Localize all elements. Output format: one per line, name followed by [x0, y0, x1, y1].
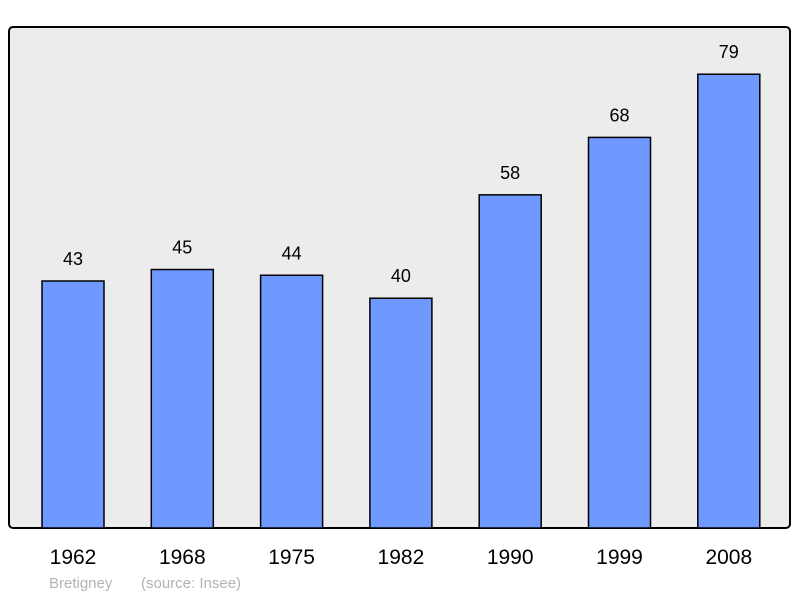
x-tick-label: 2008: [705, 546, 752, 569]
place-name: Bretigney: [49, 575, 113, 592]
bar-1982: [369, 297, 433, 529]
source-note: (source: Insee): [141, 575, 242, 592]
x-tick-label: 1999: [596, 546, 643, 569]
bar-1975: [259, 274, 324, 529]
x-tick-label: 1982: [378, 546, 425, 569]
bar-1962: [41, 280, 105, 529]
data-label-1990: 58: [500, 163, 520, 183]
x-tick-label: 1975: [268, 546, 315, 569]
data-label-2008: 79: [719, 42, 739, 62]
x-tick-label: 1968: [159, 546, 206, 569]
data-label-1968: 45: [172, 238, 192, 258]
bar-1999: [587, 136, 652, 529]
data-label-1982: 40: [391, 266, 411, 286]
x-tick-label: 1990: [487, 546, 534, 569]
data-label-1962: 43: [63, 249, 83, 269]
bar-1968: [150, 268, 215, 529]
bar-2008: [697, 73, 761, 529]
data-label-1975: 44: [282, 243, 302, 263]
data-label-1999: 68: [609, 105, 629, 125]
bar-1990: [478, 194, 542, 529]
x-tick-label: 1962: [50, 546, 97, 569]
